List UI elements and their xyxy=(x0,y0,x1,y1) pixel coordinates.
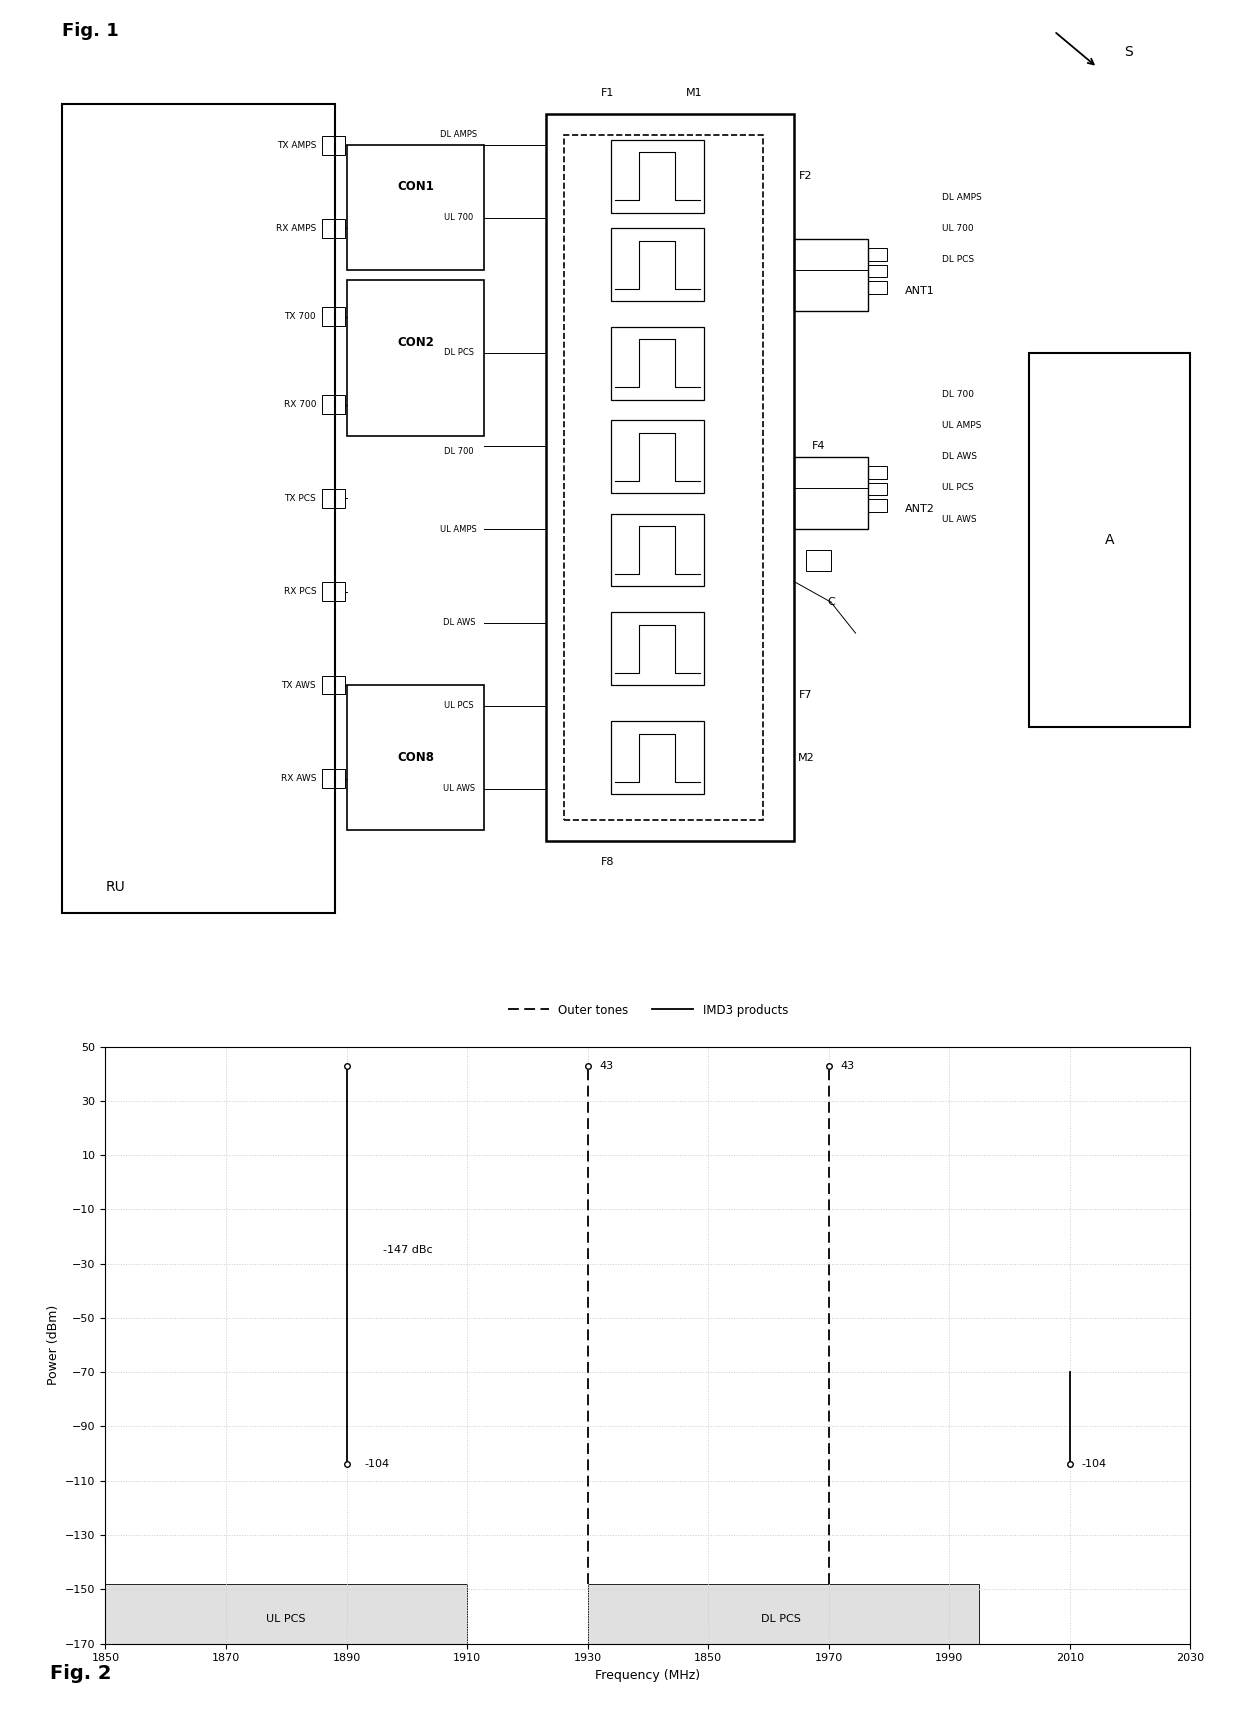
Text: F4: F4 xyxy=(812,441,825,452)
Bar xyxy=(611,327,704,400)
Bar xyxy=(322,396,345,413)
Y-axis label: Power (dBm): Power (dBm) xyxy=(47,1304,60,1386)
Text: 43: 43 xyxy=(841,1060,854,1071)
Bar xyxy=(347,685,484,830)
Text: TX AWS: TX AWS xyxy=(281,680,316,690)
Text: UL 700: UL 700 xyxy=(942,223,975,234)
Text: UL 700: UL 700 xyxy=(444,213,474,223)
Bar xyxy=(868,282,887,294)
Bar xyxy=(868,247,887,261)
Text: F8: F8 xyxy=(601,856,614,867)
Text: DL PCS: DL PCS xyxy=(942,254,975,265)
Bar xyxy=(1029,353,1190,727)
Bar xyxy=(611,612,704,685)
Bar xyxy=(611,514,704,586)
Text: S: S xyxy=(1123,45,1133,59)
Bar xyxy=(564,135,763,820)
Bar xyxy=(322,220,345,237)
Text: DL PCS: DL PCS xyxy=(444,348,474,358)
Bar xyxy=(868,483,887,495)
Bar xyxy=(868,500,887,512)
X-axis label: Frequency (MHz): Frequency (MHz) xyxy=(595,1669,701,1682)
Text: DL 700: DL 700 xyxy=(942,389,975,400)
Bar xyxy=(794,457,868,529)
Text: RU: RU xyxy=(105,881,125,894)
Text: UL AMPS: UL AMPS xyxy=(440,524,477,535)
Text: DL PCS: DL PCS xyxy=(760,1614,801,1624)
Bar xyxy=(105,1585,467,1644)
Text: ANT1: ANT1 xyxy=(905,285,935,296)
Text: F2: F2 xyxy=(800,171,812,182)
Text: DL AWS: DL AWS xyxy=(942,452,977,462)
Text: -104: -104 xyxy=(1081,1460,1107,1469)
Legend: Outer tones, IMD3 products: Outer tones, IMD3 products xyxy=(502,998,794,1021)
Bar xyxy=(806,550,831,571)
Text: DL 700: DL 700 xyxy=(444,446,474,457)
Text: F7: F7 xyxy=(800,690,812,701)
Text: C: C xyxy=(827,597,835,607)
Bar xyxy=(794,239,868,311)
Text: DL AWS: DL AWS xyxy=(443,618,475,628)
Text: Fig. 2: Fig. 2 xyxy=(50,1664,112,1683)
Text: TX 700: TX 700 xyxy=(284,311,316,322)
Text: UL AMPS: UL AMPS xyxy=(942,420,982,431)
Text: RX AMPS: RX AMPS xyxy=(277,223,316,234)
Bar xyxy=(322,676,345,694)
Text: A: A xyxy=(1105,533,1115,547)
Text: F1: F1 xyxy=(601,88,614,99)
Bar xyxy=(611,721,704,794)
Text: UL AWS: UL AWS xyxy=(443,784,475,794)
Bar xyxy=(868,265,887,277)
Text: UL PCS: UL PCS xyxy=(267,1614,306,1624)
Bar xyxy=(868,465,887,479)
Bar xyxy=(588,1585,980,1644)
Bar xyxy=(322,770,345,787)
Bar xyxy=(611,140,704,213)
Bar xyxy=(62,104,335,913)
Text: TX AMPS: TX AMPS xyxy=(277,140,316,151)
Text: -147 dBc: -147 dBc xyxy=(383,1246,433,1256)
Bar xyxy=(322,490,345,507)
Text: DL AMPS: DL AMPS xyxy=(942,192,982,202)
Text: UL PCS: UL PCS xyxy=(444,701,474,711)
Bar xyxy=(322,137,345,154)
Text: CON2: CON2 xyxy=(397,336,434,349)
Text: ANT2: ANT2 xyxy=(905,503,935,514)
Text: 43: 43 xyxy=(600,1060,614,1071)
Bar xyxy=(611,228,704,301)
Text: CON8: CON8 xyxy=(397,751,434,765)
Text: RX 700: RX 700 xyxy=(284,400,316,410)
Text: TX PCS: TX PCS xyxy=(284,493,316,503)
Bar xyxy=(347,280,484,436)
Text: UL PCS: UL PCS xyxy=(942,483,975,493)
Bar xyxy=(322,308,345,325)
Text: -104: -104 xyxy=(365,1460,389,1469)
Bar xyxy=(611,420,704,493)
Text: UL AWS: UL AWS xyxy=(942,514,977,524)
Text: RX AWS: RX AWS xyxy=(280,773,316,784)
Text: M1: M1 xyxy=(686,88,703,99)
Text: RX PCS: RX PCS xyxy=(284,586,316,597)
Text: CON1: CON1 xyxy=(397,180,434,194)
Bar xyxy=(322,583,345,600)
Text: M2: M2 xyxy=(797,753,815,763)
Text: DL AMPS: DL AMPS xyxy=(440,130,477,140)
Text: Fig. 1: Fig. 1 xyxy=(62,22,119,40)
Bar xyxy=(347,145,484,270)
Bar xyxy=(546,114,794,841)
